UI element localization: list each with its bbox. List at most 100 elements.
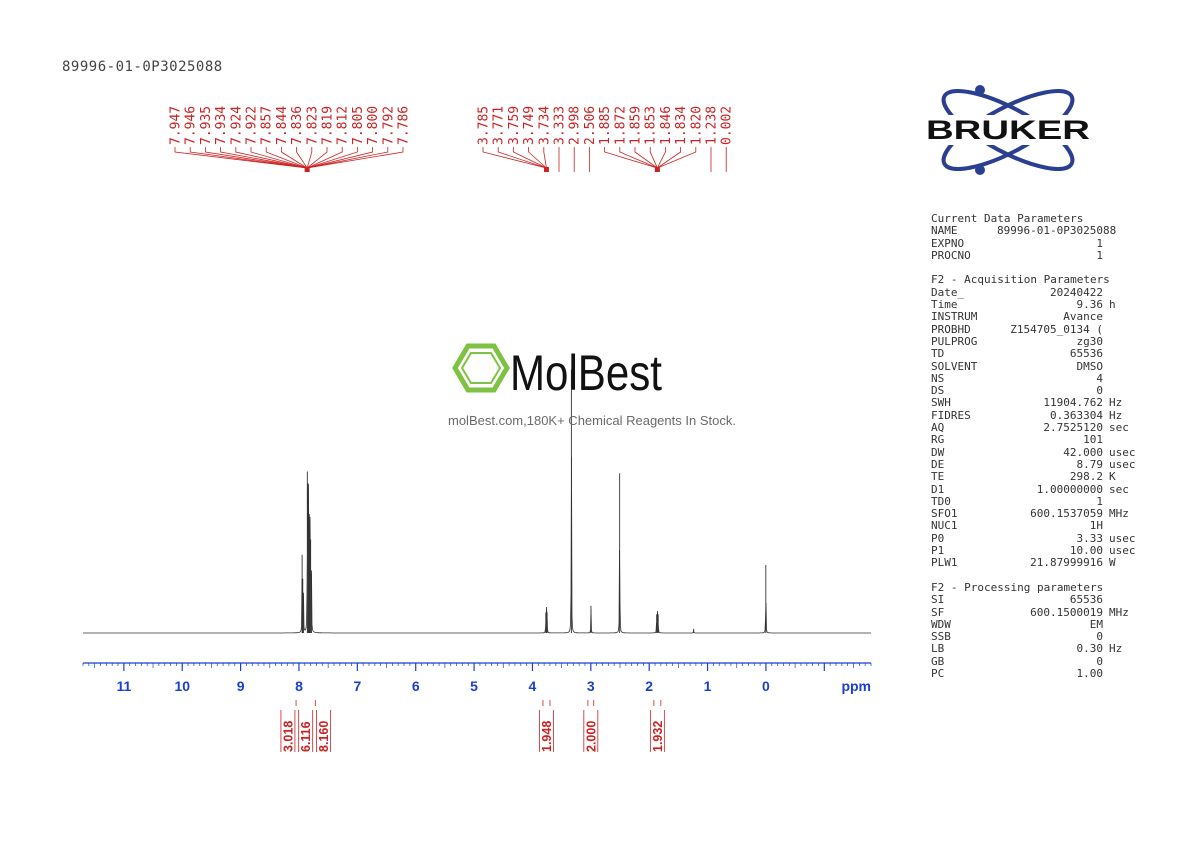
param-key: SWH — [931, 396, 951, 410]
peak-label: 3.333 — [553, 106, 568, 145]
peak-label: 3.771 — [492, 106, 507, 145]
x-tick-label: 9 — [237, 678, 245, 694]
param-key: PULPROG — [931, 334, 978, 348]
acquisition-parameters-panel: Current Data Parameters NAME 89996-01-0P30… — [931, 212, 1136, 680]
param-row: GB 0 — [931, 655, 1136, 668]
param-key: SFO1 — [931, 507, 958, 521]
peak-label-connector — [306, 147, 404, 172]
param-unit — [1103, 520, 1109, 532]
param-section-title: F2 - Acquisition Parameters — [931, 273, 1110, 287]
param-key: PC — [931, 666, 945, 680]
param-row: P0 3.33 usec — [931, 531, 1136, 545]
param-section-title: Current Data Parameters — [931, 212, 1084, 225]
param-unit: Hz — [1109, 642, 1123, 656]
param-key: DE — [931, 457, 945, 471]
param-key: EXPNO — [931, 236, 965, 250]
param-value: 101 — [1083, 433, 1103, 447]
param-key: PROBHD — [931, 322, 971, 336]
molbest-logo: MolBest — [452, 343, 662, 401]
param-unit: Hz — [1109, 408, 1123, 422]
integral-label: 6.116 — [299, 721, 313, 752]
spectrum-trace-group — [83, 369, 871, 634]
param-value: 0 — [1096, 630, 1103, 644]
peak-label-group: 7.947 7.946 7.935 7.934 7.924 7.922 7.857 7.844… — [169, 106, 735, 172]
param-unit — [1103, 668, 1109, 680]
param-key: SI — [931, 593, 945, 607]
peak-label: 1.846 — [659, 106, 674, 145]
param-row: SOLVENT DMSO — [931, 359, 1136, 373]
peak-label: 1.820 — [689, 106, 704, 145]
param-unit: K — [1109, 470, 1116, 484]
param-row: SF 600.1500019 MHz — [931, 605, 1136, 619]
param-value: 600.1500019 — [1030, 605, 1103, 619]
integral-label: 8.160 — [317, 721, 331, 752]
param-key: DW — [931, 445, 945, 459]
param-value: 0 — [1096, 384, 1103, 398]
integral-group: 3.018 6.116 8.160 1.948 2.000 1.932 — [280, 700, 665, 752]
param-key: SOLVENT — [931, 359, 978, 373]
param-key: NAME — [931, 224, 958, 238]
peak-label-connector — [656, 147, 697, 172]
param-value: 65536 — [1069, 347, 1103, 361]
param-unit: MHz — [1109, 507, 1129, 521]
peak-label-connector — [306, 147, 343, 172]
param-key: Date_ — [931, 285, 965, 299]
param-value: DMSO — [1076, 359, 1104, 373]
param-row: SSB 0 — [931, 630, 1136, 644]
param-value: 8.79 — [1076, 457, 1104, 471]
peak-label: 7.946 — [184, 106, 199, 145]
peak-label-connector — [497, 147, 547, 172]
peak-label: 1.859 — [629, 106, 644, 145]
param-unit: usec — [1109, 544, 1136, 558]
peak-label: 1.834 — [674, 106, 689, 145]
peak-label: 7.857 — [260, 106, 275, 145]
param-row: TE 298.2 K — [931, 470, 1136, 484]
param-value: 65536 — [1069, 593, 1103, 607]
peak-label: 7.947 — [169, 106, 184, 145]
param-row: EXPNO 1 — [931, 236, 1136, 250]
peak-label: 7.844 — [275, 106, 290, 145]
param-row: TD0 1 — [931, 494, 1136, 508]
peak-label-connector — [306, 147, 328, 172]
sample-id: 89996-01-0P3025088 — [62, 59, 223, 75]
peak-label-connector — [604, 147, 658, 172]
x-tick-label: 1 — [704, 678, 712, 694]
bruker-logo: BRUKER — [922, 85, 1094, 175]
param-unit — [1103, 250, 1109, 262]
integral-label: 1.948 — [540, 721, 554, 752]
peak-label: 7.934 — [214, 106, 229, 145]
x-tick-label: 8 — [295, 678, 303, 694]
param-value: 10.00 — [1069, 544, 1103, 558]
param-row: PROCNO 1 — [931, 248, 1136, 262]
param-row: FIDRES 0.363304 Hz — [931, 408, 1136, 422]
param-row: PC 1.00 — [931, 666, 1136, 680]
param-unit: h — [1109, 298, 1116, 312]
peak-label: 7.924 — [229, 106, 244, 145]
param-unit — [1103, 619, 1109, 631]
param-unit — [1103, 311, 1109, 323]
param-key: PROCNO — [931, 248, 971, 262]
x-axis-label: ppm — [841, 678, 871, 694]
param-key: RG — [931, 433, 945, 447]
peak-label: 7.836 — [290, 106, 305, 145]
param-row: WDW EM — [931, 618, 1136, 631]
param-value: 3.33 — [1076, 531, 1104, 545]
peak-label: 7.800 — [366, 106, 381, 145]
peak-label: 7.922 — [245, 106, 260, 145]
peak-label: 1.872 — [613, 106, 628, 145]
param-row: Date_ 20240422 — [931, 285, 1136, 299]
param-row: P1 10.00 usec — [931, 544, 1136, 558]
param-key: SF — [931, 605, 945, 619]
peak-label: 2.998 — [568, 106, 583, 145]
peak-label-connector — [174, 147, 308, 172]
param-key: NS — [931, 371, 945, 385]
param-unit — [1103, 373, 1109, 385]
x-tick-label: 2 — [645, 678, 653, 694]
param-value: zg30 — [1076, 334, 1104, 348]
param-key: TD0 — [931, 494, 951, 508]
peak-label: 2.506 — [583, 106, 598, 145]
param-value: 89996-01-0P3025088 — [997, 224, 1117, 238]
param-key: P1 — [931, 544, 945, 558]
x-tick-label: 0 — [762, 678, 770, 694]
param-row: DS 0 — [931, 384, 1136, 398]
